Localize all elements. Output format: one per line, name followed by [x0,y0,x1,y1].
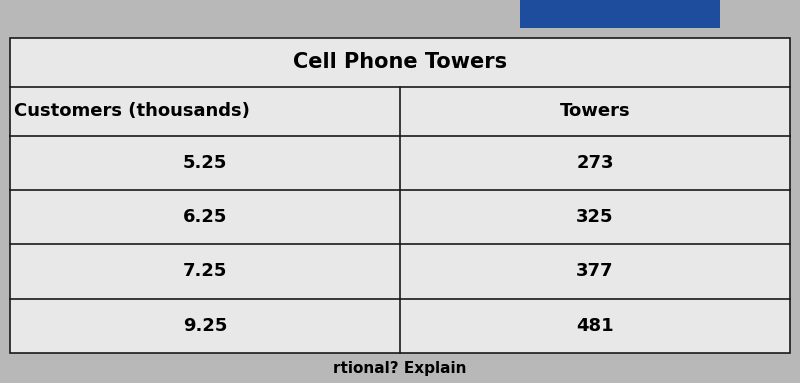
Text: 7.25: 7.25 [183,262,227,280]
Bar [10,38,790,353]
Text: 377: 377 [576,262,614,280]
Bar [10,38,790,353]
Text: Cell Phone Towers: Cell Phone Towers [293,52,507,72]
Text: 9.25: 9.25 [183,317,227,335]
Text: 273: 273 [576,154,614,172]
Text: 5.25: 5.25 [183,154,227,172]
Text: Customers (thousands): Customers (thousands) [14,102,250,120]
Text: 481: 481 [576,317,614,335]
Text: Towers: Towers [560,102,630,120]
Text: 6.25: 6.25 [183,208,227,226]
Bar [520,0,720,28]
Text: 325: 325 [576,208,614,226]
Text: rtional? Explain: rtional? Explain [334,360,466,375]
